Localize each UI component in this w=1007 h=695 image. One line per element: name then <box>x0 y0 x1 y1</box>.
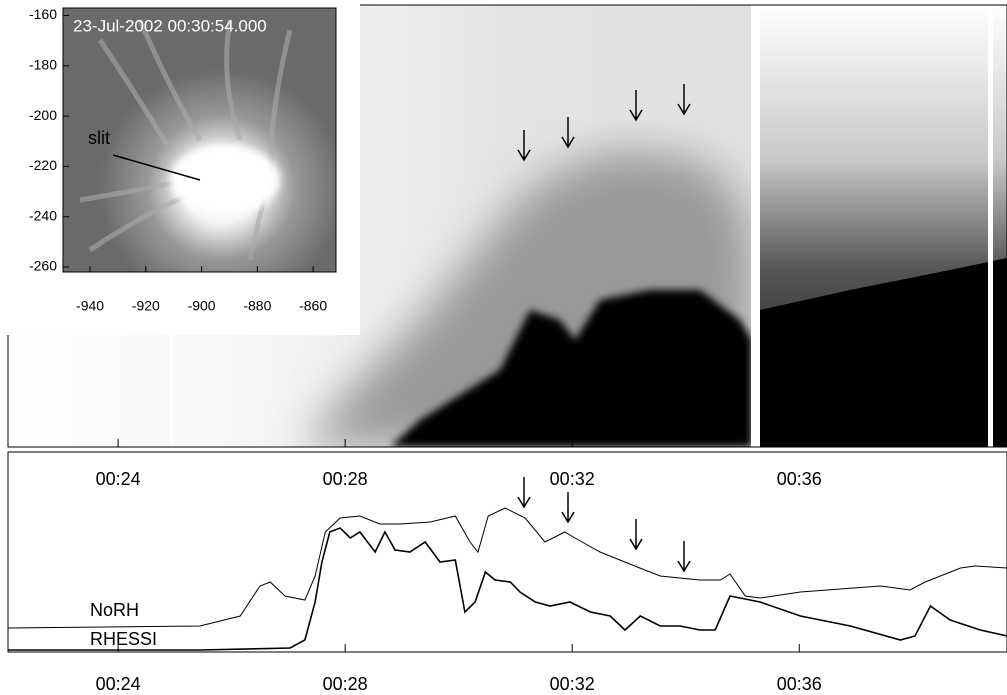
arrows-bottom <box>517 477 691 573</box>
x-tick-label: 00:24 <box>96 469 141 489</box>
time-distance-image <box>8 5 1007 447</box>
inset-y-tick-label: -220 <box>29 157 57 173</box>
x-tick-label: 00:32 <box>550 469 595 489</box>
slit-line <box>112 154 201 181</box>
arrows-top <box>517 84 691 162</box>
inset-x-tick-label: -900 <box>188 298 216 314</box>
x-tick-label: 00:28 <box>323 674 368 694</box>
inset-y-tick-label: -180 <box>29 57 57 73</box>
inset-frame <box>62 7 337 273</box>
inset-x-tick-label: -940 <box>76 298 104 314</box>
inset-y-tick-label: -260 <box>29 258 57 274</box>
light-curve <box>7 507 1007 629</box>
x-tick-label: 00:32 <box>550 674 595 694</box>
inset-x-tick-label: -920 <box>132 298 160 314</box>
inset-x-tick-label: -880 <box>243 298 271 314</box>
x-tick-label: 00:28 <box>323 469 368 489</box>
light-curve <box>8 527 1007 651</box>
inset-y-tick-label: -160 <box>29 6 57 22</box>
x-tick-label: 00:36 <box>777 674 822 694</box>
inset-y-tick-label: -200 <box>29 107 57 123</box>
legend-label: RHESSI <box>90 629 157 649</box>
legend-label: NoRH <box>90 600 139 620</box>
inset-title: 23-Jul-2002 00:30:54.000 <box>73 16 267 35</box>
slit-label: slit <box>88 128 110 148</box>
x-tick-label: 00:24 <box>96 674 141 694</box>
x-tick-label: 00:36 <box>777 469 822 489</box>
inset-y-tick-label: -240 <box>29 207 57 223</box>
inset-image <box>63 8 336 272</box>
inset-x-tick-label: -860 <box>299 298 327 314</box>
bottom-frame <box>7 451 1007 653</box>
